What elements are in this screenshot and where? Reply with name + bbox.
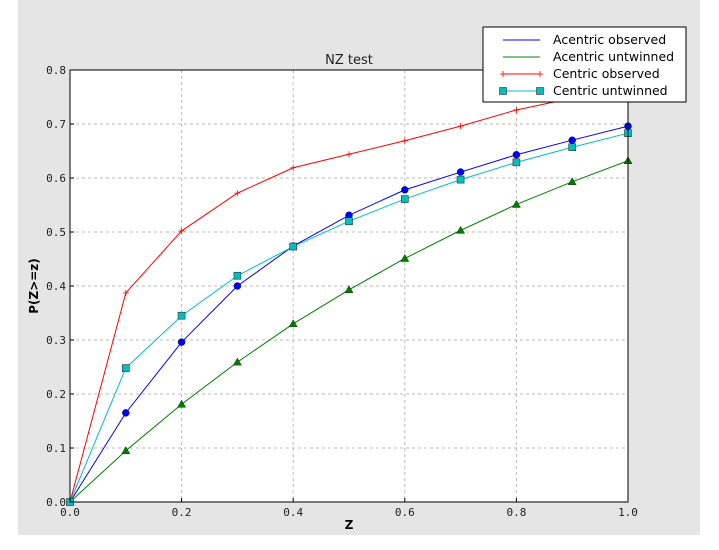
data-point [567, 177, 577, 185]
data-point [122, 409, 130, 417]
y-tick-label: 0.1 [46, 442, 66, 455]
data-point [401, 137, 408, 144]
data-point [177, 338, 186, 346]
legend-marker [537, 71, 543, 77]
legend-marker [500, 71, 506, 77]
data-point [178, 227, 185, 234]
data-point [401, 186, 409, 194]
y-tick-label: 0.6 [46, 172, 66, 185]
data-point [177, 311, 186, 320]
data-point [456, 175, 465, 184]
y-tick-label: 0.4 [46, 280, 66, 293]
plot-frame [69, 69, 629, 503]
x-tick-label: 0.6 [395, 506, 415, 519]
legend-label: Centric untwinned [553, 83, 668, 98]
data-point [456, 168, 465, 176]
data-point [234, 190, 241, 197]
data-point [122, 364, 130, 372]
data-point [233, 357, 242, 366]
data-point [512, 151, 521, 159]
y-tick-label: 0.2 [46, 388, 66, 401]
data-point [512, 158, 521, 167]
y-tick-label: 0.5 [46, 226, 66, 239]
legend-label: Acentric untwinned [553, 49, 674, 64]
legend-marker [536, 87, 544, 95]
data-point [457, 123, 464, 130]
x-tick-label: 0.0 [60, 506, 80, 519]
data-point [289, 242, 298, 251]
data-point [233, 282, 242, 290]
legend-label: Acentric observed [553, 32, 666, 47]
data-point [177, 399, 186, 408]
data-point [346, 151, 352, 158]
data-point [400, 195, 409, 203]
data-point [512, 200, 521, 208]
legend-marker [499, 87, 507, 95]
data-point [233, 271, 242, 280]
y-tick-label: 0.3 [46, 334, 66, 347]
legend-label: Centric observed [553, 66, 660, 81]
x-axis-label: Z [345, 518, 354, 532]
x-tick-label: 0.8 [506, 506, 526, 519]
data-point [456, 225, 465, 234]
y-axis-label: P(Z>=z) [27, 258, 41, 314]
data-point [290, 164, 297, 171]
y-tick-label: 0.7 [46, 118, 66, 131]
y-tick-label: 0.8 [46, 64, 66, 77]
data-point [344, 285, 354, 293]
data-point [122, 290, 129, 297]
y-tick-label: 0.0 [46, 496, 66, 509]
x-tick-label: 0.2 [172, 506, 192, 519]
data-point [568, 143, 577, 152]
x-tick-label: 1.0 [618, 506, 638, 519]
data-point [400, 254, 410, 262]
data-point [568, 136, 576, 144]
data-point [121, 446, 131, 454]
data-point [513, 106, 520, 113]
data-point [345, 217, 353, 225]
chart-title: NZ test [325, 53, 373, 68]
x-tick-label: 0.4 [283, 506, 303, 519]
data-point [288, 319, 298, 327]
